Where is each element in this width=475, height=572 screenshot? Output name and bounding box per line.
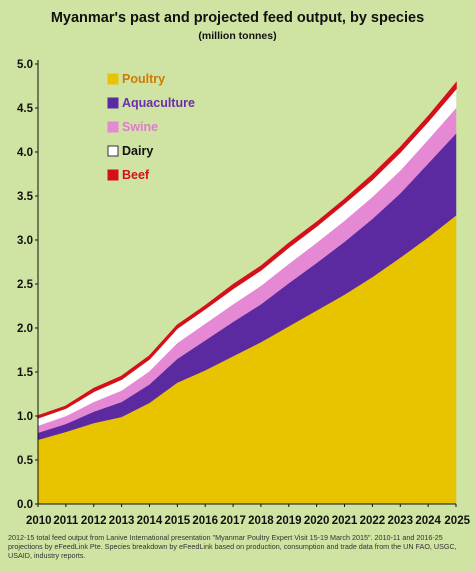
x-tick-label: 2018: [248, 515, 274, 527]
x-tick-label: 2022: [360, 515, 386, 527]
x-tick-label: 2021: [332, 515, 358, 527]
x-tick-label: 2010: [26, 515, 52, 527]
legend-label-aquaculture: Aquaculture: [122, 96, 195, 110]
y-tick-label: 1.0: [17, 411, 33, 423]
x-tick-label: 2015: [165, 515, 191, 527]
x-tick-label: 2011: [53, 515, 79, 527]
x-tick-label: 2024: [415, 515, 441, 527]
x-tick-label: 2025: [444, 515, 470, 527]
x-tick-label: 2016: [192, 515, 218, 527]
legend-label-beef: Beef: [122, 168, 150, 182]
x-tick-label: 2019: [276, 515, 302, 527]
legend-swatch-poultry: [107, 73, 119, 85]
legend-label-poultry: Poultry: [122, 72, 165, 86]
x-tick-label: 2012: [81, 515, 107, 527]
y-tick-label: 4.5: [17, 103, 34, 115]
chart-subtitle: (million tonnes): [198, 30, 277, 42]
chart-title: Myanmar's past and projected feed output…: [50, 10, 425, 26]
y-tick-label: 0.0: [17, 499, 33, 511]
legend-label-swine: Swine: [122, 120, 158, 134]
y-tick-label: 3.0: [17, 235, 33, 247]
legend-swatch-dairy: [107, 145, 119, 157]
area-beef: [37, 81, 457, 419]
y-tick-label: 2.0: [17, 323, 33, 335]
y-tick-label: 3.5: [17, 191, 34, 203]
y-tick-label: 4.0: [17, 147, 33, 159]
legend-swatch-swine: [107, 121, 119, 133]
y-tick-label: 1.5: [17, 367, 34, 379]
x-tick-label: 2020: [304, 515, 330, 527]
x-tick-label: 2023: [387, 515, 413, 527]
y-tick-label: 0.5: [17, 455, 34, 467]
legend-label-dairy: Dairy: [122, 144, 153, 158]
legend-swatch-beef: [107, 169, 119, 181]
y-tick-label: 2.5: [17, 279, 34, 291]
x-tick-label: 2017: [220, 515, 246, 527]
y-tick-label: 5.0: [17, 59, 33, 71]
x-tick-label: 2013: [109, 515, 135, 527]
legend-swatch-aquaculture: [107, 97, 119, 109]
x-tick-label: 2014: [137, 515, 163, 527]
footnote: 2012-15 total feed output from Lanive In…: [8, 533, 457, 560]
